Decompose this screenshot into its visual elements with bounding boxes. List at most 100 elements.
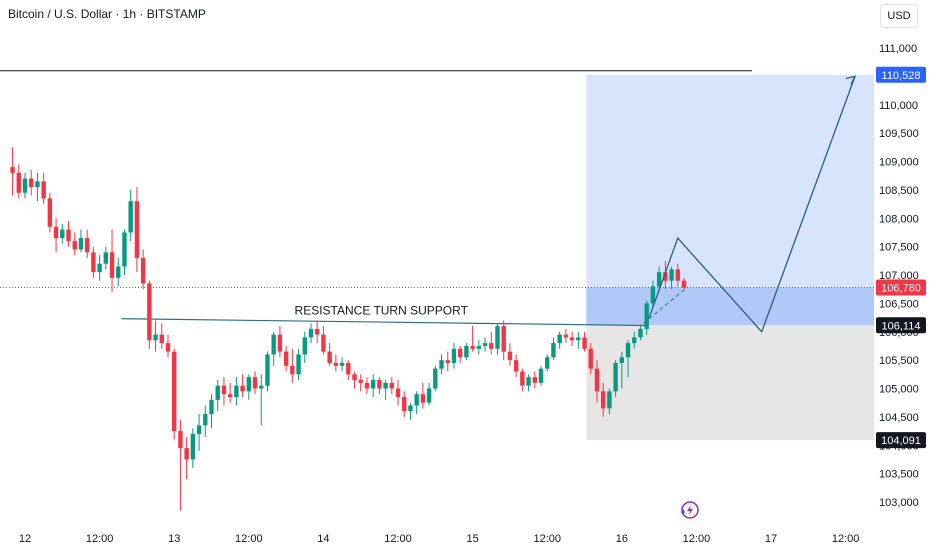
y-tick-label: 103,500: [879, 469, 919, 481]
candle-body: [227, 394, 233, 398]
candle-body: [240, 385, 245, 392]
candle-body: [271, 334, 276, 355]
candle-body: [252, 377, 258, 389]
y-tick-label: 109,500: [879, 128, 919, 140]
candle-body: [246, 377, 252, 392]
candle-body: [302, 337, 307, 355]
candle-body: [445, 360, 450, 363]
candle-body: [265, 354, 270, 386]
candle-body: [563, 334, 569, 338]
candle-body: [520, 371, 525, 386]
currency-button[interactable]: USD: [880, 4, 918, 28]
x-tick-label: 12:00: [533, 533, 561, 545]
candle-body: [134, 201, 140, 258]
candle-body: [470, 345, 475, 349]
candle-body: [140, 257, 146, 284]
candle-body: [41, 181, 46, 199]
candle-body: [358, 379, 363, 383]
candle-body: [153, 334, 158, 341]
x-tick-label: 12:00: [683, 533, 711, 545]
candle-body: [607, 391, 612, 409]
candle-body: [10, 167, 15, 173]
candle-body: [513, 360, 519, 372]
candle-body: [557, 334, 562, 344]
candle-body: [476, 345, 482, 349]
x-tick-label: 12:00: [384, 533, 412, 545]
candle-body: [439, 360, 444, 369]
candle-body: [339, 362, 345, 366]
candle-body: [283, 351, 289, 366]
candle-body: [97, 263, 102, 273]
price-tag-label: 110,528: [882, 70, 921, 82]
candle-body: [532, 377, 537, 383]
annotation-label: RESISTANCE TURN SUPPORT: [295, 304, 469, 318]
candle-body: [402, 397, 407, 412]
candle-body: [464, 345, 469, 358]
candle-body: [451, 348, 457, 363]
candle-body: [296, 354, 301, 375]
y-tick-label: 105,500: [879, 355, 919, 367]
y-tick-label: 107,000: [879, 270, 919, 282]
candle-body: [103, 252, 109, 264]
candle-body: [588, 348, 593, 369]
candle-body: [495, 326, 500, 349]
x-tick-label: 12:00: [86, 533, 114, 545]
candle-body: [656, 272, 662, 287]
y-tick-label: 107,500: [879, 242, 919, 254]
candle-body: [122, 232, 127, 267]
x-tick-label: 15: [466, 533, 478, 545]
y-tick-label: 104,500: [879, 412, 919, 424]
candle-body: [290, 365, 295, 375]
lightning-icon: [687, 505, 693, 515]
candle-body: [501, 326, 506, 352]
candle-body: [184, 448, 189, 460]
candle-body: [116, 266, 121, 278]
stop-zone: [586, 325, 874, 441]
candle-body: [78, 238, 84, 250]
candle-body: [389, 382, 395, 389]
candle-body: [196, 425, 202, 434]
price-tag-label: 106,114: [882, 320, 921, 332]
candle-body: [72, 240, 77, 250]
candle-body: [625, 343, 631, 358]
candle-body: [346, 362, 351, 375]
sparkle-icon: [681, 509, 685, 515]
price-tag-label: 104,091: [881, 435, 921, 447]
projection-dashed-line: [643, 287, 688, 324]
candle-body: [433, 368, 438, 389]
candle-body: [644, 303, 649, 329]
candle-body: [109, 252, 115, 278]
target-zone: [586, 74, 874, 326]
candle-body: [128, 201, 133, 233]
candle-body: [47, 198, 53, 227]
candle-body: [35, 181, 40, 188]
candle-body: [333, 362, 339, 366]
candle-body: [165, 343, 171, 352]
candle-body: [663, 272, 668, 281]
candle-body: [22, 178, 28, 193]
y-tick-label: 106,500: [879, 298, 919, 310]
candle-body: [619, 357, 625, 363]
candle-body: [545, 357, 550, 369]
candle-body: [482, 343, 488, 346]
candle-body: [203, 414, 208, 426]
y-tick-label: 108,500: [879, 185, 919, 197]
candle-body: [613, 362, 618, 392]
candle-body: [308, 328, 314, 338]
x-tick-label: 12:00: [832, 533, 860, 545]
x-tick-label: 12: [19, 533, 31, 545]
candle-body: [551, 343, 556, 358]
price-tag: [876, 317, 926, 334]
y-tick-label: 103,000: [879, 497, 919, 509]
candle-body: [457, 348, 463, 358]
candle-body: [395, 388, 401, 398]
candle-body: [60, 229, 65, 239]
candle-body: [172, 351, 177, 432]
x-tick-label: 14: [317, 533, 329, 545]
candle-body: [364, 382, 370, 389]
price-tag: [876, 66, 926, 83]
y-tick-label: 108,000: [879, 213, 919, 225]
price-tag: [876, 432, 926, 449]
candle-body: [314, 328, 320, 335]
